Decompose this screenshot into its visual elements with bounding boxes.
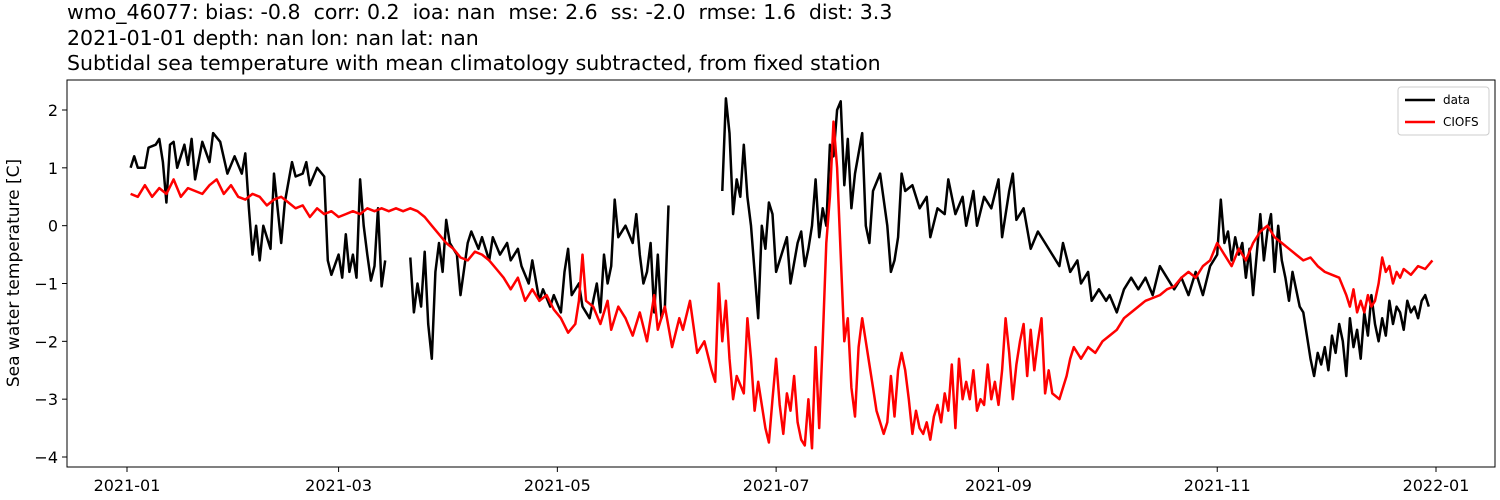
y-tick-label: 1 — [48, 159, 58, 178]
y-tick-label: −3 — [34, 390, 58, 409]
legend: data CIOFS — [1397, 86, 1490, 136]
y-tick-label: −1 — [34, 275, 58, 294]
chart-marks — [129, 97, 1434, 450]
series-line-data-segment-2 — [409, 198, 670, 360]
x-tick-label: 2021-09 — [965, 476, 1032, 495]
chart-subtitle-date: 2021-01-01 depth: nan lon: nan lat: nan — [67, 25, 479, 50]
series-line-data-segment-1 — [129, 131, 387, 288]
y-tick-label: 2 — [48, 101, 58, 120]
y-tick-label: −4 — [34, 448, 58, 467]
y-tick-label: 0 — [48, 217, 58, 236]
plot-frame — [66, 79, 1496, 468]
y-tick-label: −2 — [34, 332, 58, 351]
x-axis: 2021-01 2021-03 2021-05 2021-07 2021-09 2021-… — [94, 467, 1470, 495]
y-axis-label: Sea water temperature [C] — [4, 159, 24, 387]
x-tick-label: 2021-03 — [305, 476, 372, 495]
chart-subtitle-description: Subtidal sea temperature with mean clima… — [67, 51, 881, 75]
series-line-ciofs-segment-1 — [130, 120, 1434, 450]
legend-label-ciofs: CIOFS — [1443, 115, 1479, 129]
legend-label-data: data — [1443, 93, 1470, 107]
chart-title: wmo_46077: bias: -0.8 corr: 0.2 ioa: nan… — [67, 0, 893, 24]
x-tick-label: 2021-07 — [743, 476, 810, 495]
chart-title-block: wmo_46077: bias: -0.8 corr: 0.2 ioa: nan… — [67, 0, 892, 77]
x-tick-label: 2021-01 — [94, 476, 161, 495]
x-tick-label: 2022-01 — [1403, 476, 1470, 495]
series-line-data-segment-3 — [721, 97, 1430, 378]
x-tick-label: 2021-11 — [1184, 476, 1251, 495]
x-tick-label: 2021-05 — [524, 476, 591, 495]
y-axis: −4 −3 −2 −1 0 1 2 — [34, 101, 67, 467]
